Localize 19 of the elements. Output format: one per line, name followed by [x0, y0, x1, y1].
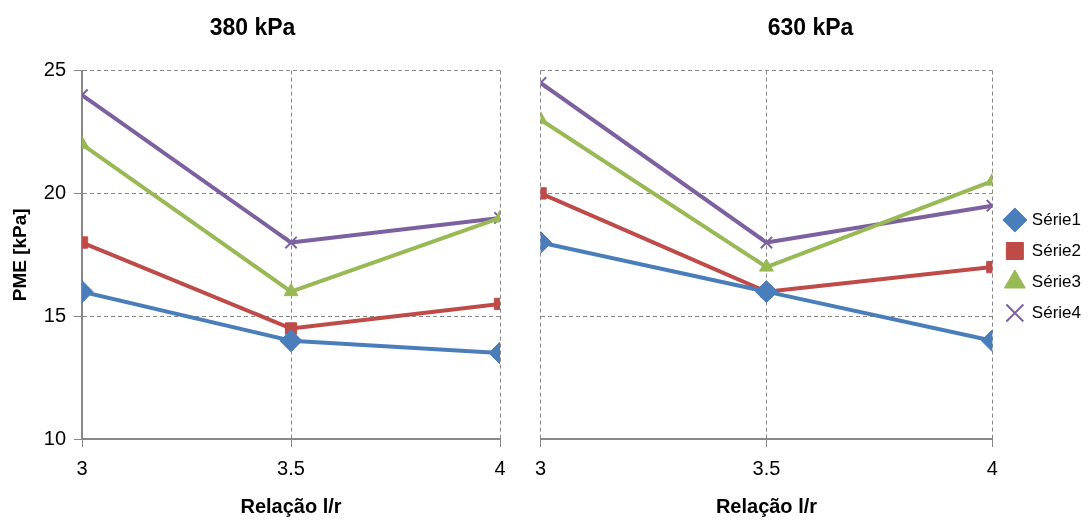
x-axis-title: Relação l/r: [715, 494, 818, 517]
y-tick-label: 15: [43, 303, 67, 326]
x-tick-label: 3: [535, 456, 547, 479]
legend-label: Série2: [1031, 240, 1081, 260]
y-tick-label: 10: [43, 426, 67, 449]
legend-label: Série3: [1031, 271, 1081, 291]
legend-label: Série4: [1031, 302, 1081, 322]
x-tick-label: 4: [494, 456, 506, 479]
x-tick-label: 4: [986, 456, 998, 479]
y-tick-label: 20: [43, 180, 67, 203]
x-tick-label: 3.5: [752, 456, 781, 479]
y-tick-label: 25: [43, 58, 67, 81]
chart-title: 630 kPa: [767, 14, 854, 41]
y-axis-title: PME [kPa]: [8, 208, 30, 302]
x-axis-title: Relação l/r: [240, 494, 342, 517]
chart-title: 380 kPa: [209, 14, 296, 41]
x-tick-label: 3.5: [277, 456, 305, 479]
legend-label: Série1: [1031, 209, 1081, 229]
x-tick-label: 3: [76, 456, 88, 479]
